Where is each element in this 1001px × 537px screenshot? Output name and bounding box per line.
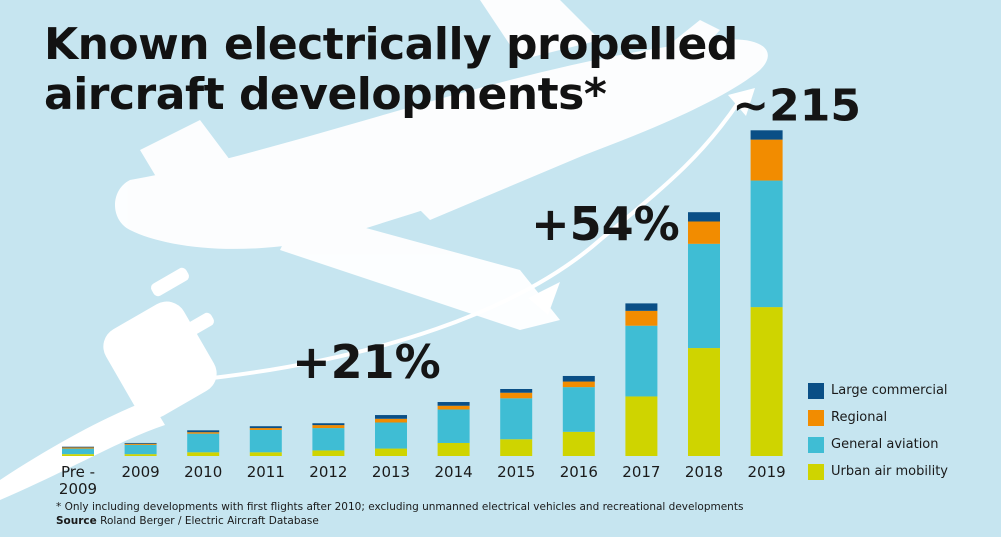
bar-regional-5 xyxy=(375,418,407,423)
bar-large-commercial-6 xyxy=(437,402,470,406)
legend-swatch xyxy=(808,409,824,426)
bar-urban-air-mobility-1 xyxy=(124,454,157,456)
bar-urban-air-mobility-10 xyxy=(688,348,720,456)
chart-legend: Large commercial Regional General aviation… xyxy=(808,377,948,485)
bar-large-commercial-0 xyxy=(62,446,94,448)
bar-general-aviation-8 xyxy=(562,387,595,432)
airplane-tail xyxy=(480,0,600,60)
legend-label: Large commercial xyxy=(831,383,948,398)
legend-label: Regional xyxy=(831,410,888,425)
x-tick-label: 2012 xyxy=(309,463,347,481)
legend-swatch xyxy=(808,382,824,399)
chart-title: Known electrically propelled aircraft de… xyxy=(44,20,738,120)
title-line-1: Known electrically propelled xyxy=(44,19,738,70)
mid-arrow-head xyxy=(528,282,560,315)
bar-urban-air-mobility-4 xyxy=(312,450,345,456)
bar-large-commercial-4 xyxy=(312,423,345,426)
bar-urban-air-mobility-3 xyxy=(249,452,282,456)
airplane-wing xyxy=(380,20,720,220)
bar-urban-air-mobility-9 xyxy=(625,396,658,456)
bar-general-aviation-3 xyxy=(249,429,282,453)
bar-urban-air-mobility-5 xyxy=(375,448,407,456)
bar-urban-air-mobility-0 xyxy=(62,454,94,456)
airplane-wing-lower xyxy=(280,210,560,330)
bar-large-commercial-3 xyxy=(249,426,282,429)
annotation-label: ~215 xyxy=(732,80,861,131)
annotation-label: +54% xyxy=(531,197,680,251)
bar-general-aviation-10 xyxy=(688,243,720,349)
bar-large-commercial-5 xyxy=(375,415,407,419)
x-tick-label: 2011 xyxy=(247,463,285,481)
x-tick-label: 2018 xyxy=(685,463,723,481)
bar-regional-6 xyxy=(437,405,470,410)
source-text: Roland Berger / Electric Aircraft Databa… xyxy=(96,515,319,527)
source-note: Source Roland Berger / Electric Aircraft… xyxy=(56,515,319,527)
legend-label: General aviation xyxy=(831,437,939,452)
bar-general-aviation-5 xyxy=(375,422,407,449)
bar-regional-11 xyxy=(750,139,783,181)
bar-regional-9 xyxy=(625,310,658,326)
bar-general-aviation-9 xyxy=(625,325,658,397)
bar-general-aviation-0 xyxy=(62,448,94,455)
legend-item-large-commercial: Large commercial xyxy=(808,377,948,404)
bar-general-aviation-6 xyxy=(437,409,470,443)
x-tick-label: 2016 xyxy=(560,463,598,481)
x-tick-label: 2009 xyxy=(122,463,160,481)
bar-regional-1 xyxy=(124,443,157,445)
title-line-2: aircraft developments* xyxy=(44,69,607,120)
x-tick-label: 2019 xyxy=(748,463,786,481)
bar-general-aviation-1 xyxy=(124,444,157,455)
bar-general-aviation-11 xyxy=(750,180,783,308)
bar-large-commercial-8 xyxy=(562,375,595,382)
x-tick-label: 2014 xyxy=(435,463,473,481)
bar-large-commercial-2 xyxy=(187,430,220,433)
bar-urban-air-mobility-2 xyxy=(187,452,220,456)
bar-urban-air-mobility-6 xyxy=(437,442,470,456)
x-tick-label: 2010 xyxy=(184,463,222,481)
legend-swatch xyxy=(808,436,824,453)
bar-large-commercial-10 xyxy=(688,212,720,222)
bar-large-commercial-1 xyxy=(124,442,157,444)
legend-item-urban-air-mobility: Urban air mobility xyxy=(808,458,948,485)
legend-swatch xyxy=(808,463,824,480)
growth-arrow-head xyxy=(728,88,755,116)
legend-item-general-aviation: General aviation xyxy=(808,431,948,458)
x-tick-label: 2013 xyxy=(372,463,410,481)
bar-urban-air-mobility-7 xyxy=(500,439,533,456)
footnote: * Only including developments with first… xyxy=(56,501,744,513)
bar-large-commercial-7 xyxy=(500,389,533,393)
growth-arrow xyxy=(194,98,742,382)
bar-general-aviation-2 xyxy=(187,433,220,453)
source-label: Source xyxy=(56,515,97,527)
bar-urban-air-mobility-11 xyxy=(750,307,783,456)
bar-general-aviation-7 xyxy=(500,398,533,440)
legend-item-regional: Regional xyxy=(808,404,948,431)
bar-regional-8 xyxy=(562,381,595,388)
bar-large-commercial-11 xyxy=(750,130,783,140)
bar-regional-4 xyxy=(312,425,345,429)
bar-general-aviation-4 xyxy=(312,428,345,451)
bar-regional-2 xyxy=(187,432,220,434)
bar-regional-0 xyxy=(62,447,94,449)
bar-regional-3 xyxy=(249,428,282,430)
bar-regional-10 xyxy=(688,221,720,244)
bar-large-commercial-9 xyxy=(625,303,658,311)
legend-label: Urban air mobility xyxy=(831,464,948,479)
x-tick-label: 2017 xyxy=(622,463,660,481)
x-tick-label: Pre -2009 xyxy=(59,463,97,498)
airplane-tail-fin xyxy=(140,120,230,200)
x-tick-label: 2015 xyxy=(497,463,535,481)
annotation-label: +21% xyxy=(292,335,441,389)
bar-regional-7 xyxy=(500,392,533,399)
bar-urban-air-mobility-8 xyxy=(562,431,595,456)
